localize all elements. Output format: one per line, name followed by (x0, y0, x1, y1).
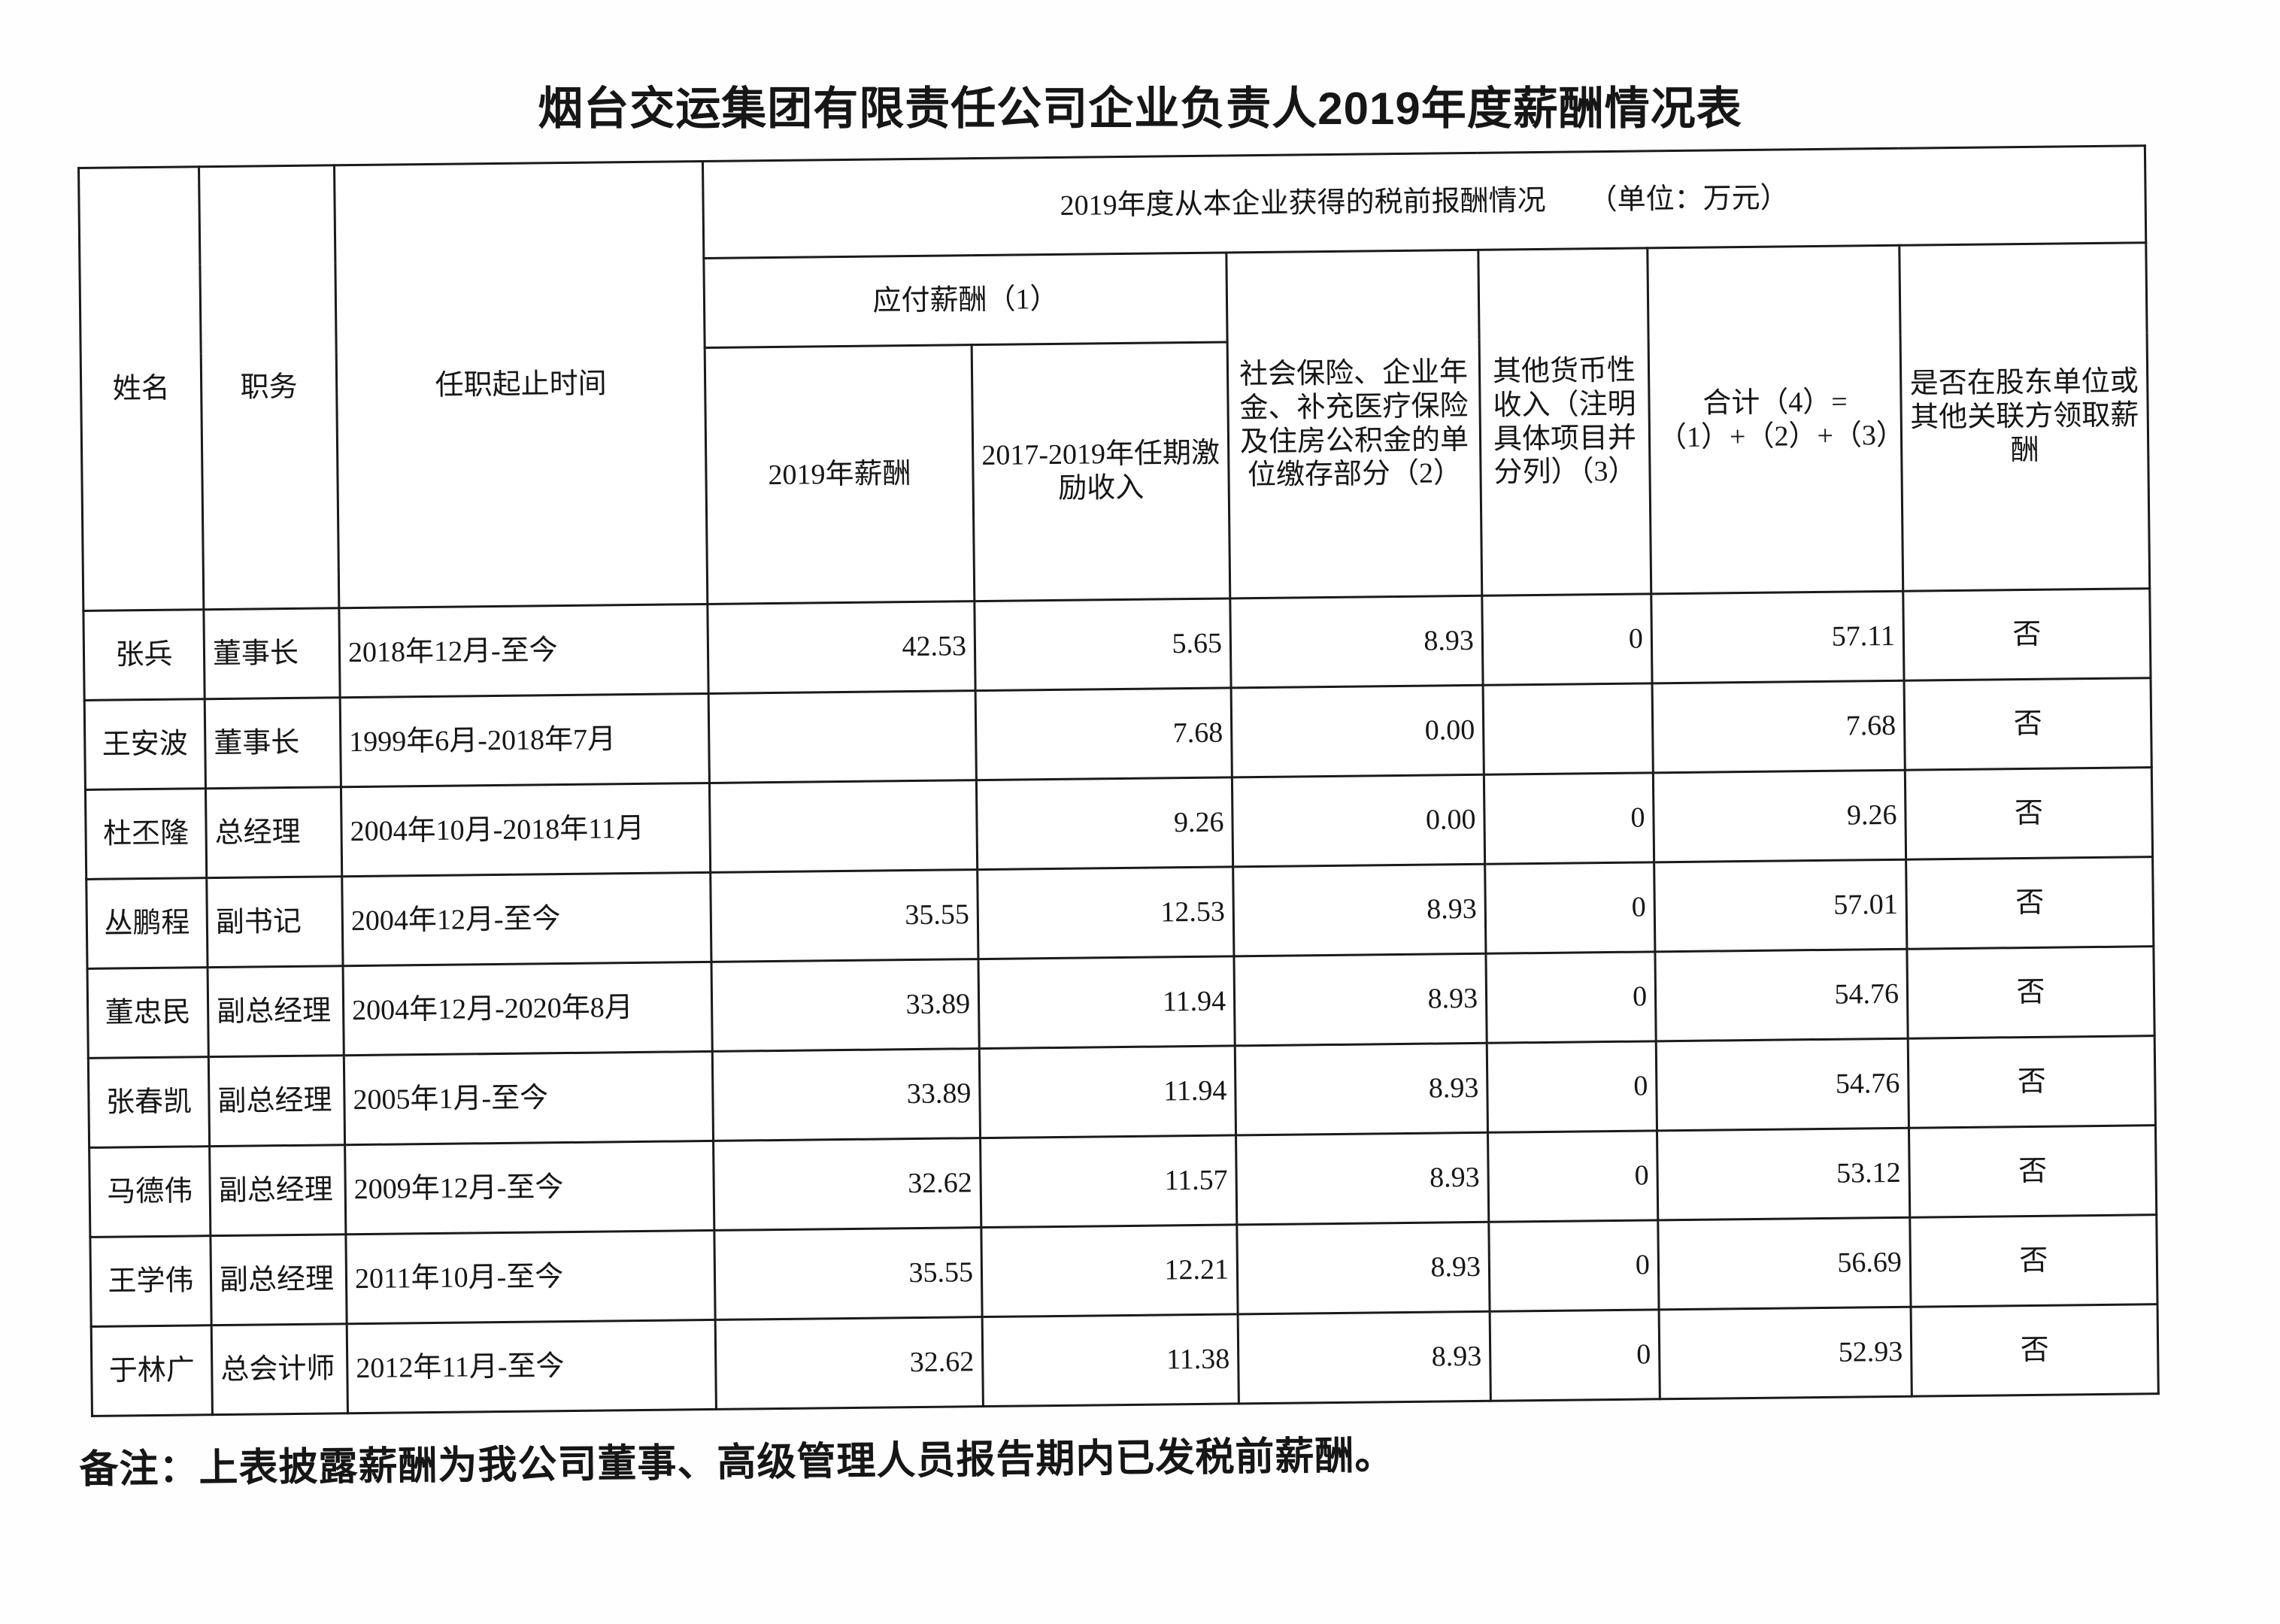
cell-other-monetary: 0 (1490, 1309, 1660, 1401)
column-header-position: 职务 (199, 165, 339, 610)
cell-name: 王学伟 (89, 1235, 212, 1327)
cell-other-monetary: 0 (1484, 772, 1654, 865)
cell-position: 副总经理 (210, 1234, 347, 1326)
column-header-name: 姓名 (78, 166, 204, 611)
cell-position: 副书记 (206, 876, 344, 968)
table-header: 姓名 职务 任职起止时间 2019年度从本企业获得的税前报酬情况 （单位：万元）… (78, 145, 2150, 611)
column-header-salary-2019: 2019年薪酬 (705, 344, 975, 604)
cell-other-monetary: 0 (1488, 1220, 1660, 1312)
cell-from-shareholder: 否 (1908, 1035, 2156, 1129)
column-header-group-payable: 应付薪酬（1） (703, 252, 1228, 348)
cell-period: 2004年12月-2020年8月 (343, 962, 713, 1056)
cell-period: 2012年11月-至今 (347, 1320, 717, 1413)
cell-incentive: 11.38 (982, 1313, 1239, 1407)
footnote: 备注：上表披露薪酬为我公司董事、高级管理人员报告期内已发税前薪酬。 (79, 1434, 1395, 1492)
cell-total: 52.93 (1659, 1307, 1912, 1399)
cell-other-monetary: 0 (1487, 1130, 1658, 1223)
cell-position: 董事长 (203, 607, 341, 699)
cell-social-insurance: 8.93 (1236, 1132, 1489, 1225)
cell-incentive: 11.94 (979, 1045, 1236, 1138)
cell-salary-2019: 33.89 (711, 959, 980, 1052)
cell-name: 于林广 (91, 1325, 213, 1416)
column-header-other-monetary: 其他货币性收入（注明具体项目并分列）（3） (1478, 247, 1651, 596)
cell-social-insurance: 8.93 (1232, 864, 1486, 956)
cell-from-shareholder: 否 (1909, 1214, 2158, 1307)
table-container: 姓名 职务 任职起止时间 2019年度从本企业获得的税前报酬情况 （单位：万元）… (77, 144, 2160, 1417)
cell-social-insurance: 0.00 (1231, 685, 1484, 777)
cell-salary-2019: 32.62 (715, 1316, 984, 1410)
cell-total: 53.12 (1657, 1128, 1910, 1220)
page-title: 烟台交运集团有限责任公司企业负责人2019年度薪酬情况表 (538, 83, 1742, 134)
cell-total: 57.01 (1654, 859, 1907, 952)
column-header-from-shareholder: 是否在股东单位或其他关联方领取薪酬 (1899, 242, 2150, 592)
table-body: 张兵 董事长 2018年12月-至今 42.53 5.65 8.93 0 57.11 否王安波董… (83, 588, 2159, 1416)
cell-salary-2019: 35.55 (714, 1227, 983, 1320)
cell-position: 副总经理 (208, 1055, 345, 1147)
cell-social-insurance: 8.93 (1236, 1222, 1490, 1314)
cell-social-insurance: 0.00 (1232, 774, 1485, 867)
cell-period: 2004年12月-至今 (341, 872, 711, 966)
cell-social-insurance: 8.93 (1238, 1311, 1491, 1404)
cell-salary-2019: 32.62 (713, 1138, 981, 1231)
cell-name: 杜丕隆 (85, 788, 207, 880)
cell-period: 1999年6月-2018年7月 (340, 693, 710, 787)
cell-other-monetary: 0 (1484, 862, 1655, 954)
cell-incentive: 11.57 (980, 1135, 1237, 1228)
cell-incentive: 12.53 (977, 866, 1234, 959)
cell-period: 2018年12月-至今 (338, 604, 709, 698)
cell-salary-2019 (709, 780, 978, 873)
column-header-period: 任职起止时间 (334, 161, 708, 608)
cell-position: 副总经理 (208, 965, 344, 1057)
column-header-group-pretax: 2019年度从本企业获得的税前报酬情况 （单位：万元） (702, 145, 2146, 259)
cell-position: 副总经理 (209, 1144, 346, 1236)
cell-position: 总经理 (205, 786, 342, 878)
cell-incentive: 11.94 (978, 956, 1236, 1049)
column-header-social-insurance: 社会保险、企业年金、补充医疗保险及住房公积金的单位缴存部分（2） (1226, 250, 1482, 598)
cell-from-shareholder: 否 (1905, 767, 2153, 860)
cell-total: 54.76 (1656, 1038, 1909, 1131)
compensation-table: 姓名 职务 任职起止时间 2019年度从本企业获得的税前报酬情况 （单位：万元）… (77, 144, 2160, 1417)
cell-total: 9.26 (1653, 770, 1906, 862)
cell-social-insurance: 8.93 (1233, 953, 1487, 1046)
cell-from-shareholder: 否 (1904, 677, 2152, 771)
cell-incentive: 9.26 (976, 777, 1233, 870)
cell-name: 丛鹏程 (86, 877, 208, 969)
cell-period: 2004年10月-2018年11月 (341, 783, 711, 877)
cell-incentive: 5.65 (974, 598, 1232, 691)
cell-salary-2019: 33.89 (712, 1048, 981, 1141)
cell-total: 7.68 (1652, 680, 1906, 773)
cell-total: 54.76 (1654, 949, 1909, 1041)
cell-name: 王安波 (84, 698, 206, 790)
cell-period: 2009年12月-至今 (344, 1141, 714, 1235)
cell-position: 总会计师 (211, 1323, 348, 1415)
cell-other-monetary: 0 (1485, 951, 1657, 1044)
column-header-total: 合计（4）=（1）+（2）+（3） (1647, 245, 1905, 594)
cell-name: 马德伟 (89, 1146, 211, 1238)
cell-from-shareholder: 否 (1906, 946, 2155, 1039)
cell-other-monetary: 0 (1487, 1041, 1657, 1133)
cell-total: 56.69 (1657, 1217, 1912, 1310)
cell-social-insurance: 8.93 (1229, 595, 1484, 688)
cell-from-shareholder: 否 (1903, 588, 2151, 681)
cell-incentive: 12.21 (981, 1224, 1239, 1317)
cell-period: 2005年1月-至今 (344, 1051, 714, 1145)
cell-from-shareholder: 否 (1911, 1304, 2159, 1397)
cell-social-insurance: 8.93 (1235, 1043, 1488, 1135)
cell-salary-2019: 35.55 (710, 869, 978, 962)
cell-from-shareholder: 否 (1906, 856, 2154, 950)
cell-total: 57.11 (1651, 591, 1905, 683)
cell-position: 董事长 (205, 697, 341, 789)
cell-other-monetary: 0 (1481, 593, 1653, 686)
cell-name: 董忠民 (87, 967, 209, 1059)
cell-salary-2019: 42.53 (707, 601, 976, 694)
cell-salary-2019 (708, 690, 977, 783)
cell-from-shareholder: 否 (1909, 1125, 2157, 1218)
cell-period: 2011年10月-至今 (345, 1230, 716, 1324)
cell-other-monetary (1483, 683, 1654, 775)
cell-incentive: 7.68 (975, 687, 1232, 780)
cell-name: 张兵 (83, 609, 205, 701)
column-header-incentive: 2017-2019年任期激励收入 (972, 341, 1230, 601)
cell-name: 张春凯 (88, 1056, 210, 1148)
